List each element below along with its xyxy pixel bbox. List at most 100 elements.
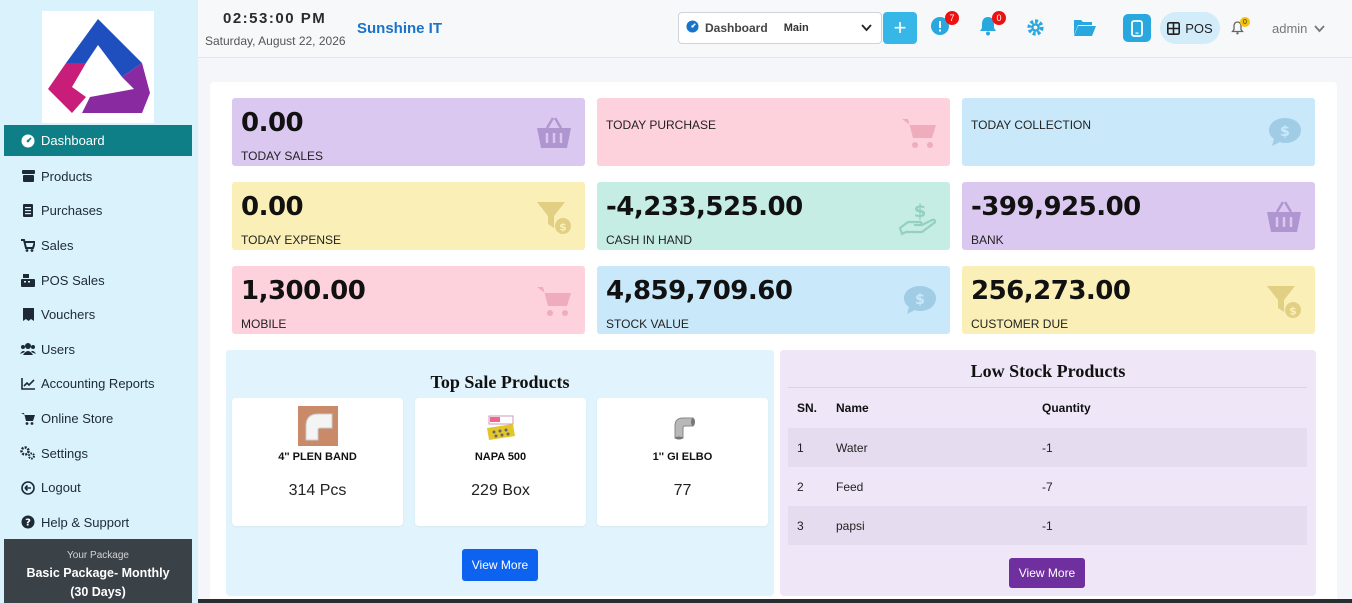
cell-sn: 2 xyxy=(797,479,804,494)
notification-button[interactable]: 0 xyxy=(978,11,1006,41)
alert-button[interactable]: 7 xyxy=(930,11,959,41)
chart-line-icon xyxy=(20,376,36,392)
bell-outline-icon xyxy=(1231,21,1244,35)
summary-card-today-expense: 0.00 TODAY EXPENSE $ xyxy=(232,182,585,250)
add-button[interactable]: + xyxy=(883,12,917,44)
sidebar-item-label: Dashboard xyxy=(41,133,105,148)
product-card[interactable]: NAPA 500 229 Box xyxy=(415,398,586,526)
cell-name: papsi xyxy=(836,506,1042,545)
sidebar-item-label: Vouchers xyxy=(41,307,96,323)
sidebar-item-vouchers[interactable]: Vouchers xyxy=(4,297,192,332)
product-card[interactable]: 4'' PLEN BAND 314 Pcs xyxy=(232,398,403,526)
chevron-down-icon xyxy=(861,22,872,36)
sidebar-item-online-store[interactable]: Online Store xyxy=(4,401,192,436)
bottom-edge xyxy=(198,599,1352,603)
sidebar-item-dashboard[interactable]: Dashboard xyxy=(4,125,192,156)
folder-open-icon xyxy=(1074,20,1096,36)
svg-text:$: $ xyxy=(1280,124,1290,140)
low-stock-view-more-button[interactable]: View More xyxy=(1009,558,1085,588)
alert-icon xyxy=(931,17,949,35)
sidebar-item-purchases[interactable]: Purchases xyxy=(4,194,192,229)
filter-dollar-icon: $ xyxy=(1265,284,1303,325)
sidebar-item-label: Help & Support xyxy=(41,514,130,530)
settings-button[interactable] xyxy=(1026,18,1045,42)
sidebar-item-help-support[interactable]: ? Help & Support xyxy=(4,505,192,540)
hand-dollar-icon: $ xyxy=(898,200,938,241)
column-header-quantity: Quantity xyxy=(1042,401,1091,415)
dashboard-icon xyxy=(686,20,699,36)
cell-name: Water xyxy=(836,428,1042,467)
top-sale-title: Top Sale Products xyxy=(430,372,570,392)
sidebar-item-accounting-reports[interactable]: Accounting Reports xyxy=(4,367,192,402)
product-qty: 77 xyxy=(673,482,692,499)
sidebar-item-label: Accounting Reports xyxy=(41,376,155,392)
sidebar-item-label: Logout xyxy=(41,480,81,496)
filter-dollar-icon: $ xyxy=(535,200,573,241)
pos-label: POS xyxy=(1185,20,1213,36)
clock-time: 02:53:00 PM xyxy=(223,10,327,27)
top-sale-view-more-button[interactable]: View More xyxy=(462,549,538,581)
svg-text:$: $ xyxy=(1289,305,1297,318)
card-value: -399,925.00 xyxy=(971,192,1141,222)
company-logo[interactable] xyxy=(42,11,154,123)
summary-card-today-sales: 0.00 TODAY SALES xyxy=(232,98,585,166)
table-row[interactable]: 3 papsi -1 xyxy=(788,506,1307,545)
product-qty: 314 Pcs xyxy=(288,482,347,499)
svg-text:?: ? xyxy=(25,518,31,529)
small-notification-badge: 0 xyxy=(1240,17,1250,27)
user-menu[interactable]: admin xyxy=(1272,21,1326,36)
column-header-name: Name xyxy=(836,401,869,415)
svg-text:$: $ xyxy=(914,201,927,222)
pos-button[interactable]: POS xyxy=(1160,12,1220,44)
notification-badge: 0 xyxy=(992,11,1006,25)
low-stock-title: Low Stock Products xyxy=(970,361,1126,381)
product-name: 1'' GI ELBO xyxy=(652,451,713,463)
sidebar-item-logout[interactable]: Logout xyxy=(4,470,192,505)
summary-card-bank: -399,925.00 BANK xyxy=(962,182,1315,250)
sidebar-item-pos-sales[interactable]: POS Sales xyxy=(4,263,192,298)
product-card[interactable]: 1'' GI ELBO 77 xyxy=(597,398,768,526)
dollar-chat-icon: $ xyxy=(1267,116,1303,153)
sidebar-item-label: POS Sales xyxy=(41,272,105,288)
sidebar-item-label: Online Store xyxy=(41,410,114,426)
sidebar-item-sales[interactable]: Sales xyxy=(4,228,192,263)
product-qty: 229 Box xyxy=(471,482,530,499)
dashboard-select[interactable]: Dashboard Main xyxy=(678,12,882,44)
sidebar-item-label: Sales xyxy=(41,237,74,253)
product-name: NAPA 500 xyxy=(474,451,527,463)
alert-badge: 7 xyxy=(945,11,959,25)
table-header-row: SN. Name Quantity xyxy=(788,388,1307,428)
clock-date: Saturday, August 22, 2026 xyxy=(205,34,346,48)
cell-sn: 1 xyxy=(788,428,836,467)
table-row[interactable]: 1 Water -1 xyxy=(788,428,1307,467)
company-name[interactable]: Sunshine IT xyxy=(357,20,443,37)
chevron-down-icon xyxy=(1314,25,1326,33)
table-row[interactable]: 2 Feed -7 xyxy=(788,467,1307,506)
package-name: Basic Package- Monthly (30 Days) xyxy=(26,566,170,599)
sidebar-item-settings[interactable]: Settings xyxy=(4,436,192,471)
small-notification-button[interactable]: 0 xyxy=(1231,17,1250,40)
card-value: -4,233,525.00 xyxy=(606,192,803,222)
dashboard-select-label: Dashboard xyxy=(705,21,768,35)
folder-button[interactable] xyxy=(1073,18,1097,42)
card-label: CASH IN HAND xyxy=(606,233,693,247)
summary-card-mobile: 1,300.00 MOBILE xyxy=(232,266,585,334)
sidebar: Dashboard Products Purchases Sales POS S… xyxy=(0,0,198,603)
product-image-medicine-box xyxy=(481,406,521,446)
svg-text:$: $ xyxy=(559,221,567,234)
card-value: 1,300.00 xyxy=(241,276,366,306)
sidebar-item-products[interactable]: Products xyxy=(4,159,192,194)
cart-icon xyxy=(900,116,938,155)
mobile-button[interactable] xyxy=(1123,14,1151,42)
card-value: 256,273.00 xyxy=(971,276,1131,306)
mobile-icon xyxy=(1131,19,1143,37)
cash-register-icon xyxy=(20,272,36,288)
column-header-sn: SN. xyxy=(797,401,818,415)
low-stock-table: SN. Name Quantity 1 Water -1 2 Feed -7 3… xyxy=(788,388,1307,545)
sidebar-item-users[interactable]: Users xyxy=(4,332,192,367)
basket-icon xyxy=(535,116,573,155)
sidebar-item-label: Settings xyxy=(41,445,88,461)
cell-quantity: -1 xyxy=(1042,506,1307,545)
box-icon xyxy=(20,168,36,184)
product-image-gi-elbow xyxy=(663,406,703,446)
